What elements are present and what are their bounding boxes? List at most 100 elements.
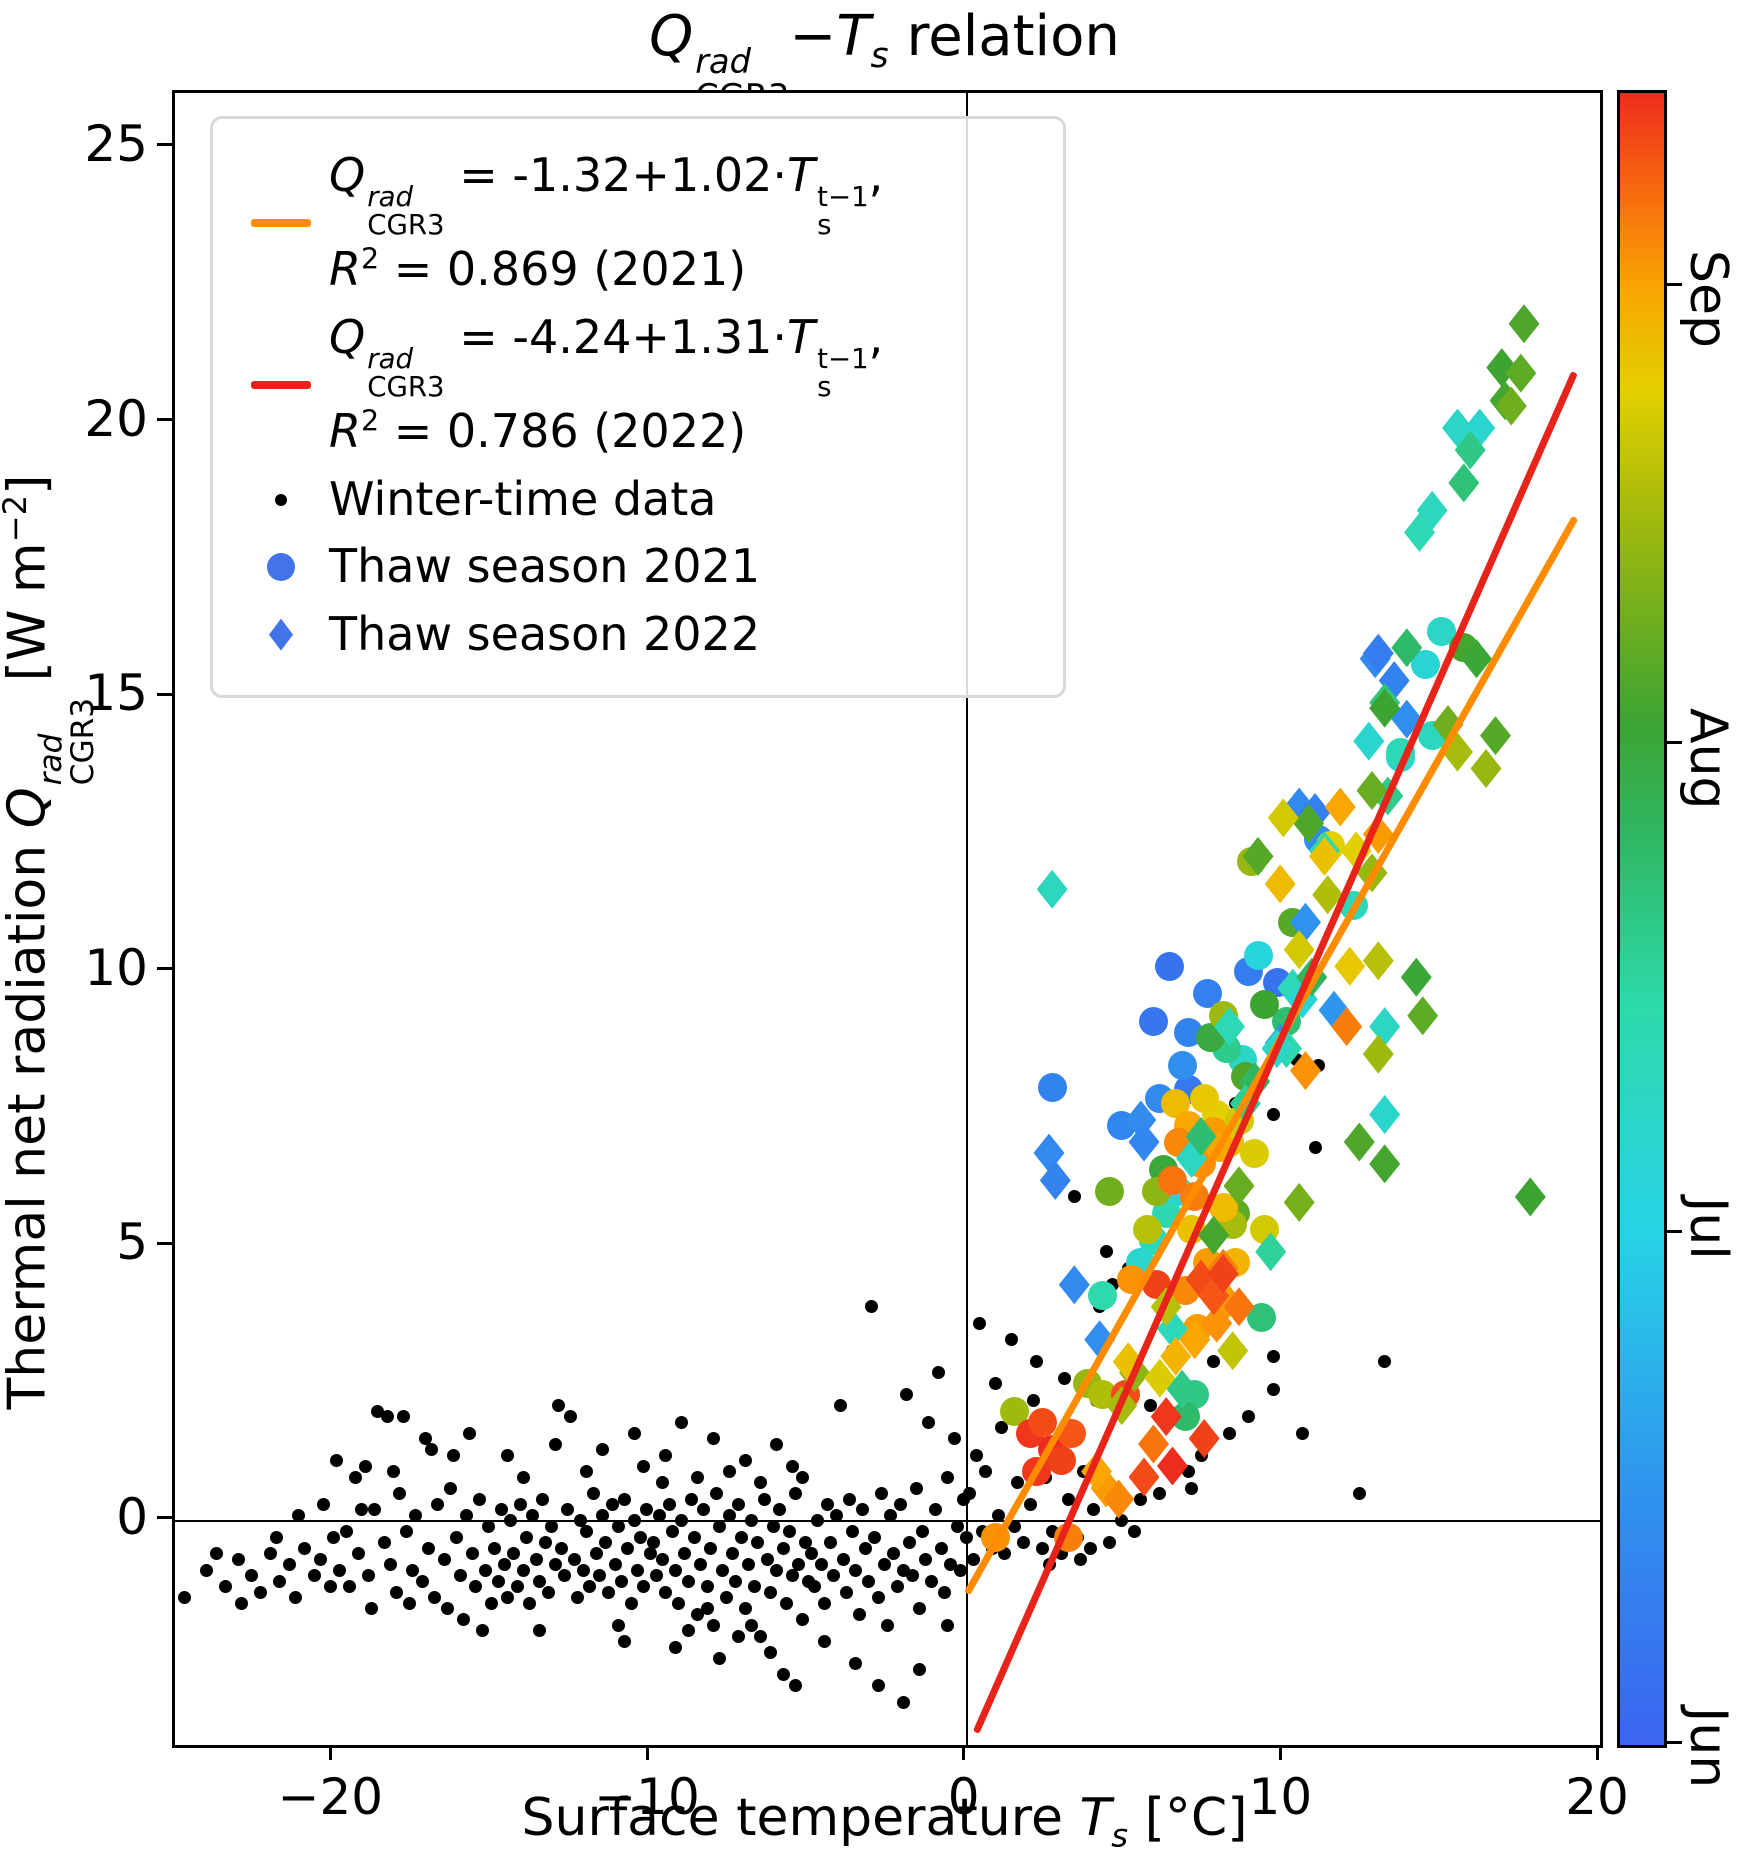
x-tick-mark xyxy=(1278,1745,1282,1760)
winter-point xyxy=(501,1591,514,1605)
winter-point xyxy=(738,1602,752,1616)
winter-point xyxy=(1378,1355,1392,1369)
winter-point xyxy=(532,1624,546,1638)
x-tick-mark xyxy=(328,1745,332,1760)
winter-point xyxy=(912,1662,926,1676)
winter-point xyxy=(732,1629,746,1643)
winter-point xyxy=(450,1530,464,1544)
winter-point xyxy=(494,1503,508,1517)
winter-point xyxy=(729,1574,742,1588)
legend-item-thaw-2021: Thaw season 2021 xyxy=(233,538,1043,596)
winter-point xyxy=(934,1541,948,1555)
winter-point xyxy=(789,1679,803,1693)
winter-point xyxy=(1295,1426,1309,1440)
winter-point xyxy=(440,1602,454,1616)
winter-point xyxy=(874,1487,888,1500)
winter-point xyxy=(668,1640,682,1654)
winter-point xyxy=(1067,1190,1081,1204)
winter-point xyxy=(843,1492,856,1506)
winter-point xyxy=(871,1591,885,1605)
winter-point xyxy=(963,1487,977,1500)
y-tick-label: 25 xyxy=(84,114,148,173)
thaw2022-point xyxy=(1369,1144,1401,1184)
winter-point xyxy=(795,1613,809,1627)
colorbar xyxy=(1617,90,1667,1748)
winter-point xyxy=(903,1536,917,1550)
winter-point xyxy=(573,1514,587,1528)
winter-point xyxy=(1143,1399,1157,1413)
winter-point xyxy=(1058,1371,1072,1385)
thaw2021-point xyxy=(1132,1215,1162,1245)
winter-point xyxy=(941,1470,955,1484)
winter-point xyxy=(627,1514,641,1528)
winter-point xyxy=(776,1541,790,1555)
winter-point xyxy=(722,1508,736,1522)
winter-point xyxy=(792,1558,806,1572)
winter-point xyxy=(1267,1349,1281,1363)
winter-point xyxy=(640,1503,654,1517)
winter-point xyxy=(596,1508,609,1522)
winter-point xyxy=(393,1487,407,1500)
winter-point xyxy=(1223,1426,1236,1440)
winter-point xyxy=(1017,1536,1031,1550)
winter-point xyxy=(719,1591,733,1605)
winter-point xyxy=(789,1487,803,1500)
winter-point xyxy=(817,1635,831,1649)
winter-point xyxy=(643,1547,657,1561)
winter-point xyxy=(827,1569,841,1583)
winter-point xyxy=(950,1519,964,1533)
x-tick-mark xyxy=(962,1745,966,1760)
winter-point xyxy=(849,1563,863,1577)
thaw2021-point xyxy=(1037,1072,1067,1102)
winter-point xyxy=(684,1492,698,1506)
winter-point xyxy=(561,1503,575,1517)
winter-point xyxy=(627,1426,641,1440)
winter-point xyxy=(273,1574,286,1588)
winter-point xyxy=(425,1443,438,1456)
winter-point xyxy=(282,1558,296,1572)
winter-point xyxy=(1061,1492,1075,1506)
winter-point xyxy=(763,1646,777,1660)
winter-point xyxy=(263,1547,277,1561)
thaw2022-point xyxy=(1369,1095,1401,1134)
winter-point xyxy=(871,1679,885,1693)
winter-point xyxy=(862,1574,875,1588)
winter-point xyxy=(288,1591,302,1605)
winter-point xyxy=(960,1530,974,1544)
winter-point xyxy=(317,1497,331,1511)
thaw2022-point xyxy=(1508,304,1540,344)
winter-point xyxy=(323,1580,337,1594)
winter-point xyxy=(659,1585,673,1599)
thaw2021-point xyxy=(1088,1281,1118,1311)
thaw2021-point xyxy=(1028,1407,1058,1437)
winter-point xyxy=(339,1525,353,1539)
winter-point xyxy=(463,1426,476,1440)
winter-point xyxy=(491,1574,505,1588)
winter-point xyxy=(941,1618,955,1632)
winter-point xyxy=(893,1497,907,1511)
winter-point xyxy=(919,1552,932,1566)
winter-point xyxy=(409,1508,423,1522)
x-tick-mark xyxy=(1595,1745,1599,1760)
winter-point xyxy=(675,1415,689,1429)
winter-point xyxy=(630,1563,644,1577)
winter-point xyxy=(748,1580,761,1594)
winter-point xyxy=(1267,1382,1281,1396)
x-tick-mark xyxy=(645,1745,649,1760)
winter-point xyxy=(342,1580,356,1594)
winter-point xyxy=(922,1415,936,1429)
winter-point xyxy=(995,1421,1008,1435)
winter-point xyxy=(760,1552,774,1566)
winter-point xyxy=(732,1497,746,1511)
winter-point xyxy=(634,1530,647,1544)
y-tick-label: 20 xyxy=(84,389,148,448)
y-tick-label: 5 xyxy=(116,1213,148,1272)
winter-point xyxy=(1207,1355,1221,1369)
winter-point xyxy=(466,1547,480,1561)
winter-point xyxy=(1036,1541,1050,1555)
winter-point xyxy=(364,1602,378,1616)
thaw2022-point xyxy=(1353,721,1385,761)
winter-point xyxy=(1099,1245,1113,1259)
